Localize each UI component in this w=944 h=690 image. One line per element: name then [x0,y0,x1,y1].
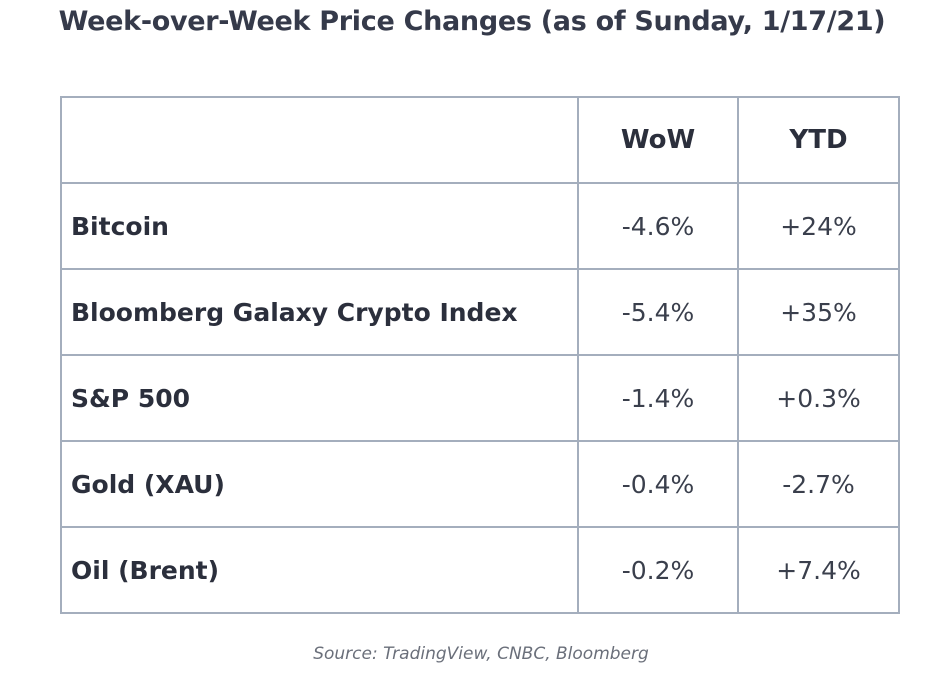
ytd-value: +0.3% [737,354,900,442]
wow-value: -0.2% [577,526,739,614]
asset-name: S&P 500 [60,354,579,442]
header-cell-wow: WoW [577,96,739,184]
wow-value: -0.4% [577,440,739,528]
header-cell-name [60,96,579,184]
header-cell-ytd: YTD [737,96,900,184]
wow-value: -5.4% [577,268,739,356]
asset-name: Gold (XAU) [60,440,579,528]
wow-value: -1.4% [577,354,739,442]
table-header-row: WoW YTD [60,96,900,184]
price-change-table: WoW YTD Bitcoin -4.6% +24% Bloomberg Gal… [60,96,900,614]
ytd-value: +24% [737,182,900,270]
table-row: Bloomberg Galaxy Crypto Index -5.4% +35% [60,268,900,356]
ytd-value: +7.4% [737,526,900,614]
table-row: Oil (Brent) -0.2% +7.4% [60,526,900,614]
asset-name: Oil (Brent) [60,526,579,614]
ytd-value: +35% [737,268,900,356]
wow-value: -4.6% [577,182,739,270]
table-row: S&P 500 -1.4% +0.3% [60,354,900,442]
ytd-value: -2.7% [737,440,900,528]
asset-name: Bloomberg Galaxy Crypto Index [60,268,579,356]
source-note: Source: TradingView, CNBC, Bloomberg [313,644,649,664]
table-row: Bitcoin -4.6% +24% [60,182,900,270]
chart-title: Week-over-Week Price Changes (as of Sund… [58,6,886,37]
table-row: Gold (XAU) -0.4% -2.7% [60,440,900,528]
asset-name: Bitcoin [60,182,579,270]
